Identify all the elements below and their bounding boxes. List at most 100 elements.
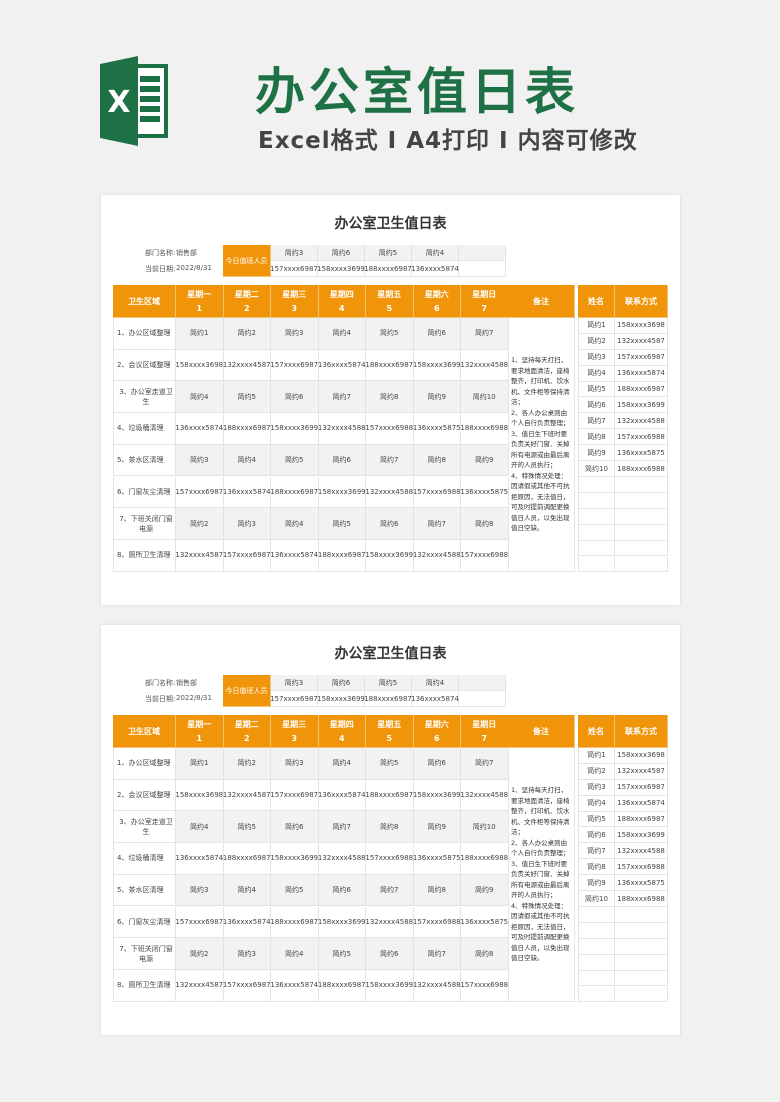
dept-label: 部门名称: <box>145 249 176 257</box>
day-number: 3 <box>291 734 298 743</box>
today-phone-cell: 158xxxx3699 <box>317 261 365 277</box>
duty-cell: 157xxxx6988 <box>413 906 461 939</box>
contact-phone-cell: 132xxxx4587 <box>615 333 668 350</box>
today-name-cell: 简约4 <box>412 675 459 691</box>
today-phone-cell <box>459 261 506 277</box>
contact-phone-cell: 158xxxx3699 <box>615 397 668 414</box>
duty-cell: 157xxxx6988 <box>460 969 509 1002</box>
duty-sheet: 办公室卫生值日表 部门名称: 销售部 当前日期: 2022/8/31 今日值班人员 简约3 1… <box>101 195 680 605</box>
contact-name-cell <box>578 970 615 987</box>
duty-cell: 简约4 <box>271 938 319 970</box>
sheet-title: 办公室卫生值日表 <box>334 646 447 662</box>
duty-cell: 简约2 <box>176 508 224 540</box>
contact-phone-cell: 136xxxx5875 <box>615 445 668 462</box>
contact-phone-cell: 136xxxx5874 <box>615 795 668 812</box>
duty-cell: 157xxxx6987 <box>175 906 224 939</box>
duty-cell: 简约7 <box>318 381 366 414</box>
today-duty-label: 今日值班人员 <box>223 675 271 707</box>
contact-name-cell: 简约5 <box>578 811 615 828</box>
area-cell: 5、茶水区清理 <box>113 444 176 477</box>
day-name: 星期三 <box>282 720 307 729</box>
duty-cell: 136xxxx5874 <box>223 906 271 939</box>
header-day: 星期日 7 <box>461 715 509 748</box>
dept-value: 销售部 <box>176 679 197 687</box>
contact-name-cell: 简约6 <box>578 397 615 414</box>
duty-cell: 简约7 <box>366 444 414 477</box>
duty-cell: 158xxxx3699 <box>270 413 319 445</box>
note-text: 1、坚持每天打扫，要求地面清洁，座椅整齐，打印机、饮水机、文件柜等保持清洁； 2… <box>508 748 575 1002</box>
header-name: 姓名 <box>578 715 615 748</box>
duty-cell: 简约3 <box>176 874 224 907</box>
duty-cell: 132xxxx4588 <box>413 539 461 572</box>
excel-logo-icon: X <box>100 56 168 146</box>
duty-cell: 简约6 <box>271 811 319 844</box>
duty-cell: 157xxxx6987 <box>270 349 319 382</box>
duty-cell: 简约7 <box>318 811 366 844</box>
duty-cell: 简约3 <box>223 508 271 540</box>
contact-phone-cell: 132xxxx4587 <box>615 763 668 780</box>
area-cell: 1、办公区域整理 <box>113 748 176 780</box>
duty-cell: 简约1 <box>176 318 224 350</box>
today-phone-cell: 188xxxx6987 <box>364 261 412 277</box>
date-label: 当前日期: <box>145 265 176 273</box>
duty-cell: 简约8 <box>366 381 414 414</box>
header-contact: 联系方式 <box>615 715 668 748</box>
area-cell: 3、办公室走道卫生 <box>113 381 176 414</box>
area-cell: 7、下班关闭门窗电源 <box>113 508 176 540</box>
svg-text:X: X <box>107 85 130 120</box>
contact-phone-cell: 132xxxx4588 <box>615 413 668 430</box>
duty-cell: 158xxxx3699 <box>413 779 461 812</box>
day-number: 5 <box>386 304 393 313</box>
duty-cell: 132xxxx4588 <box>460 779 509 812</box>
duty-cell: 158xxxx3699 <box>413 349 461 382</box>
today-name-cell: 简约3 <box>271 245 318 261</box>
duty-cell: 132xxxx4587 <box>223 779 271 812</box>
contact-phone-cell: 188xxxx6987 <box>615 381 668 398</box>
day-number: 7 <box>481 734 488 743</box>
duty-cell: 132xxxx4588 <box>365 476 414 509</box>
duty-cell: 简约2 <box>223 748 271 780</box>
today-name-cell <box>459 245 506 261</box>
duty-cell: 136xxxx5875 <box>413 843 461 875</box>
duty-cell: 157xxxx6988 <box>365 413 414 445</box>
day-name: 星期日 <box>472 290 497 299</box>
header-contact: 联系方式 <box>615 285 668 318</box>
duty-cell: 简约5 <box>223 381 271 414</box>
contact-phone-cell: 157xxxx6987 <box>615 349 668 366</box>
note-text: 1、坚持每天打扫，要求地面清洁，座椅整齐，打印机、饮水机、文件柜等保持清洁； 2… <box>508 318 575 572</box>
contact-phone-cell: 157xxxx6987 <box>615 779 668 796</box>
banner-title: 办公室值日表 <box>255 63 579 121</box>
contact-phone-cell <box>615 922 668 939</box>
contact-name-cell: 简约10 <box>578 461 615 477</box>
area-cell: 2、会议区域整理 <box>113 349 176 382</box>
duty-cell: 188xxxx6987 <box>223 413 271 445</box>
duty-cell: 简约4 <box>176 381 224 414</box>
contact-name-cell: 简约8 <box>578 429 615 446</box>
contact-phone-cell <box>615 938 668 955</box>
duty-cell: 136xxxx5874 <box>175 843 224 875</box>
day-name: 星期一 <box>187 290 212 299</box>
duty-cell: 157xxxx6988 <box>413 476 461 509</box>
duty-cell: 132xxxx4588 <box>460 349 509 382</box>
contact-name-cell: 简约1 <box>578 318 615 334</box>
duty-cell: 158xxxx3698 <box>175 779 224 812</box>
duty-cell: 简约7 <box>461 748 509 780</box>
header-day: 星期五 5 <box>366 285 414 318</box>
header-note: 备注 <box>508 285 575 318</box>
contact-name-cell: 简约1 <box>578 748 615 764</box>
duty-cell: 158xxxx3699 <box>365 539 414 572</box>
duty-cell: 简约10 <box>461 811 509 844</box>
contact-phone-cell: 132xxxx4588 <box>615 843 668 860</box>
contact-name-cell <box>578 938 615 955</box>
today-name-cell: 简约5 <box>365 245 412 261</box>
contact-name-cell <box>578 907 615 923</box>
contact-phone-cell: 157xxxx6988 <box>615 429 668 446</box>
duty-cell: 简约10 <box>461 381 509 414</box>
duty-cell: 157xxxx6987 <box>223 969 271 1002</box>
duty-cell: 157xxxx6987 <box>175 476 224 509</box>
contact-phone-cell: 188xxxx6988 <box>615 891 668 907</box>
today-name-cell: 简约6 <box>318 245 365 261</box>
contact-name-cell <box>578 492 615 509</box>
contact-name-cell <box>578 954 615 971</box>
contact-name-cell: 简约3 <box>578 779 615 796</box>
